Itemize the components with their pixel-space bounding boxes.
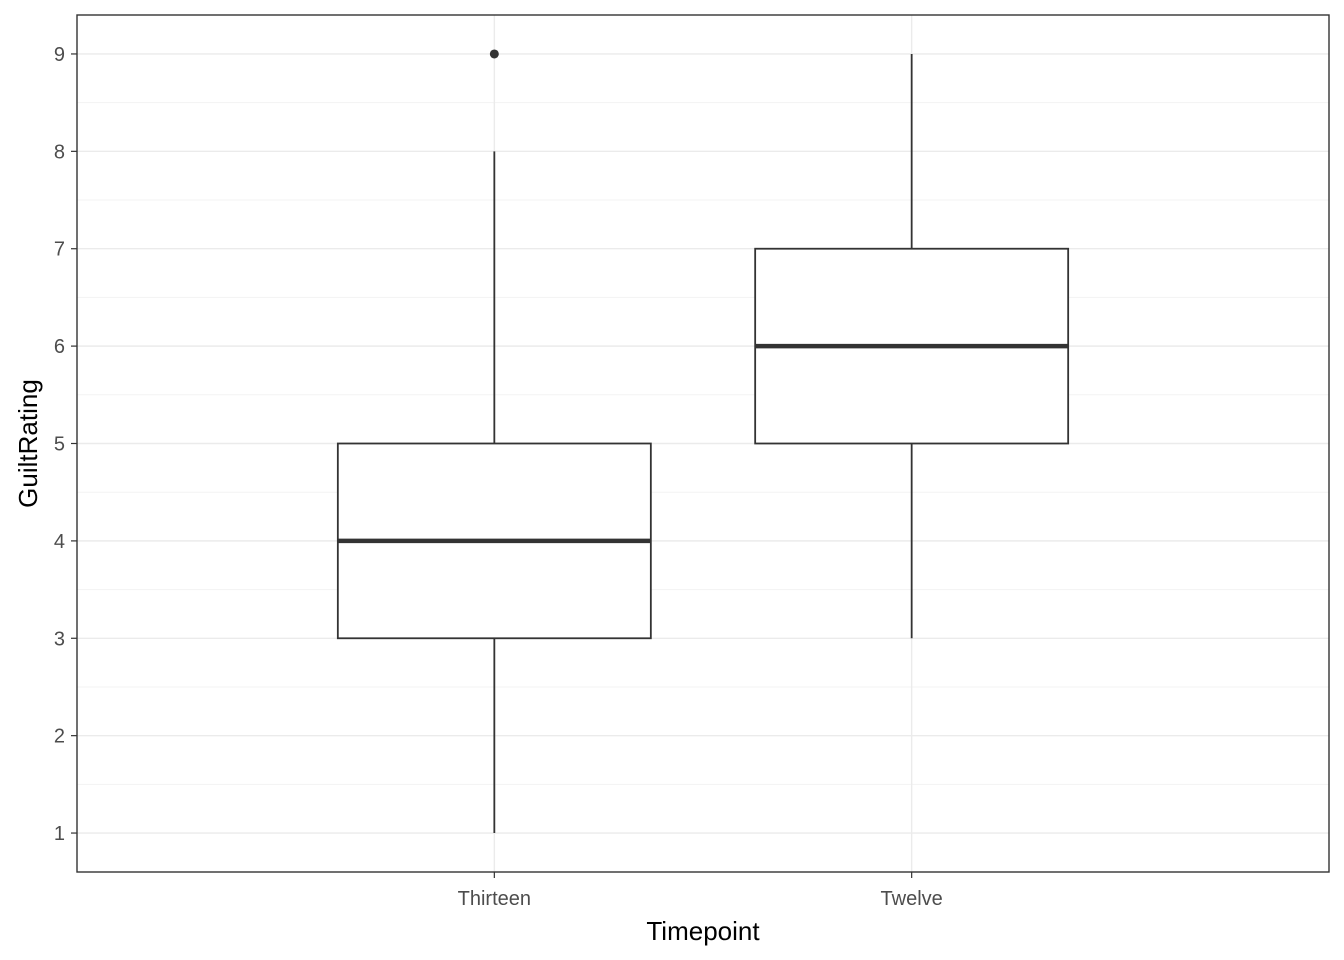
y-axis-ticks: 1 2 3 4 5 6 7 8 9 bbox=[54, 44, 77, 845]
box-twelve bbox=[754, 53, 1070, 639]
y-axis-title: GuiltRating bbox=[13, 379, 43, 508]
x-axis-ticks: Thirteen Twelve bbox=[458, 872, 943, 910]
y-tick-label: 2 bbox=[54, 726, 65, 748]
x-tick-label: Thirteen bbox=[458, 888, 531, 910]
y-tick-label: 3 bbox=[54, 628, 65, 650]
y-tick-label: 7 bbox=[54, 239, 65, 261]
y-tick-label: 4 bbox=[54, 531, 65, 553]
box-thirteen bbox=[336, 49, 652, 834]
y-tick-label: 6 bbox=[54, 336, 65, 358]
x-axis-title: Timepoint bbox=[646, 916, 760, 946]
y-tick-label: 1 bbox=[54, 823, 65, 845]
outlier-point bbox=[489, 49, 499, 59]
minor-gridlines bbox=[77, 102, 1329, 785]
x-tick-label: Twelve bbox=[881, 888, 943, 910]
box-series bbox=[336, 49, 1070, 834]
y-tick-label: 9 bbox=[54, 44, 65, 66]
y-tick-label: 8 bbox=[54, 141, 65, 163]
y-tick-label: 5 bbox=[54, 434, 65, 456]
